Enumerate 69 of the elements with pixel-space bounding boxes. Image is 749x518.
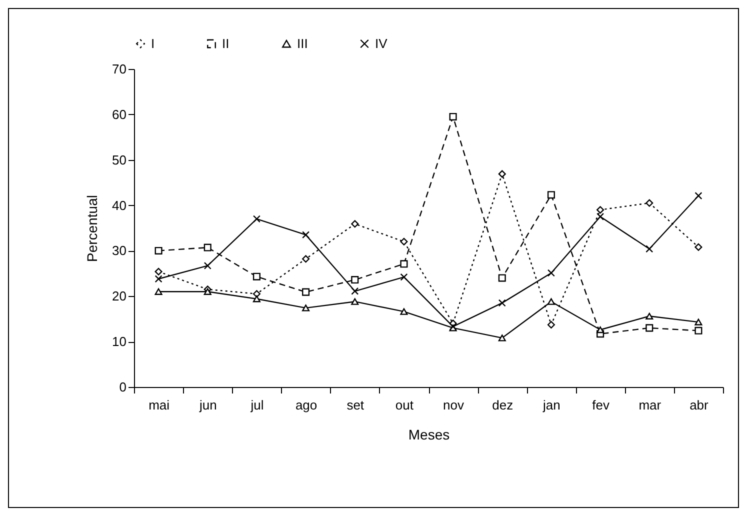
x-tick-label: fev	[592, 398, 610, 412]
point	[449, 112, 457, 120]
point	[204, 262, 212, 270]
x-tick-label: mar	[638, 398, 662, 412]
point	[694, 318, 702, 326]
y-tick-label: 40	[112, 198, 126, 213]
x-tick-label: abr	[690, 398, 710, 412]
point	[547, 321, 555, 329]
point	[252, 296, 260, 302]
point	[400, 238, 408, 246]
y-tick-label: 0	[119, 380, 126, 394]
point	[252, 272, 260, 280]
point	[596, 206, 604, 214]
point	[351, 220, 359, 228]
y-tick-label: 70	[112, 62, 126, 76]
point	[204, 244, 212, 252]
x-tick-label: dez	[492, 398, 514, 412]
x-axis-title: Meses	[408, 426, 450, 442]
legend-label: I	[151, 36, 155, 51]
y-tick-label: 10	[112, 334, 126, 350]
x-tick-label: jun	[198, 398, 217, 412]
point	[351, 298, 359, 305]
x-tick-label: mai	[148, 398, 170, 412]
point	[400, 273, 408, 281]
point	[302, 231, 310, 239]
point	[154, 268, 162, 276]
point	[646, 199, 654, 207]
x-tick-label: nov	[443, 398, 465, 412]
point	[596, 212, 604, 220]
point	[400, 308, 408, 315]
point	[547, 191, 555, 199]
point	[694, 243, 702, 251]
point	[646, 245, 654, 253]
point	[547, 269, 555, 277]
y-tick-label: 30	[112, 243, 126, 258]
point	[154, 246, 162, 254]
point	[302, 255, 310, 263]
point	[498, 170, 506, 178]
point	[694, 192, 702, 200]
y-axis-title: Percentual	[84, 195, 100, 262]
point	[252, 290, 260, 298]
point	[498, 299, 506, 307]
point	[547, 298, 555, 305]
point	[694, 326, 702, 334]
x-tick-label: jan	[542, 398, 560, 412]
x-tick-label: ago	[295, 398, 318, 412]
point	[252, 215, 260, 223]
y-tick-label: 60	[112, 106, 126, 122]
point	[302, 304, 310, 312]
x-tick-label: set	[346, 398, 364, 412]
point	[498, 334, 506, 342]
point	[646, 324, 654, 332]
x-tick-label: jul	[250, 398, 264, 412]
point	[351, 276, 359, 284]
point	[302, 288, 310, 296]
point	[154, 275, 162, 283]
point	[400, 260, 408, 268]
y-tick-label: 50	[112, 152, 126, 168]
y-tick-label: 20	[112, 288, 126, 304]
legend-label: III	[297, 36, 308, 51]
point	[351, 287, 359, 295]
point	[154, 288, 162, 295]
legend-label: IV	[375, 36, 388, 51]
legend-label: II	[222, 36, 230, 51]
point	[646, 312, 654, 320]
point	[204, 288, 212, 295]
point	[498, 274, 506, 282]
point	[596, 326, 604, 334]
x-tick-label: out	[395, 398, 414, 412]
